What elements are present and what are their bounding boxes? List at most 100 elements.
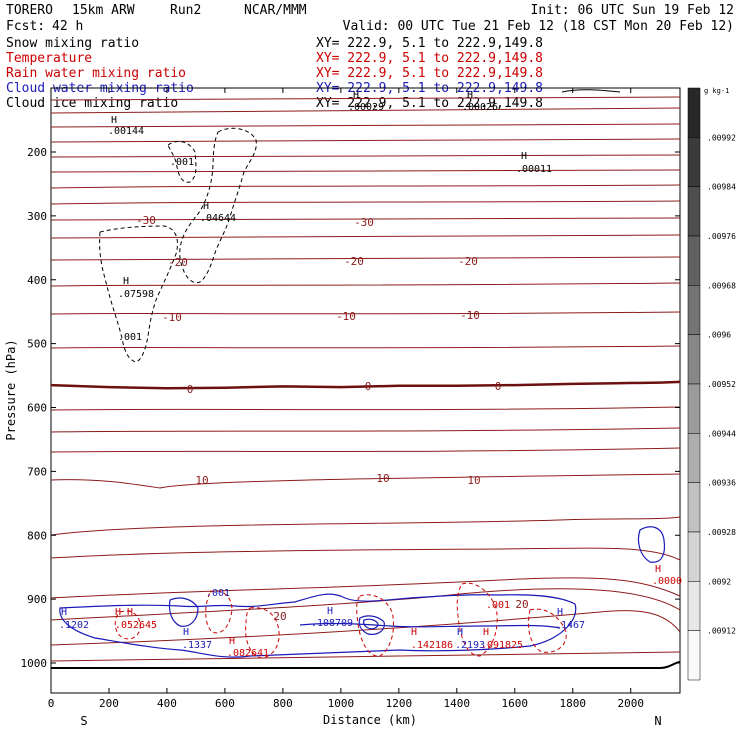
extremum-label: H (111, 115, 117, 126)
x-tick-label: 1000 (328, 697, 355, 710)
extremum-label: .001 (170, 157, 194, 168)
isotherm-line (50, 406, 681, 411)
isotherm-label: -20 (168, 256, 188, 269)
x-tick-label: 400 (157, 697, 177, 710)
legend-xy-rain: XY= 222.9, 5.1 to 222.9,149.8 (316, 66, 543, 81)
colorbar-tick-label: .00936 (707, 479, 736, 488)
cloud-water-label: H (61, 607, 67, 618)
cloud-water-label: H (327, 606, 333, 617)
isotherm-labels: -30 -30 -20 -20 -20 -10 -10 -10 0 0 0 10… (136, 214, 529, 623)
isotherm-label: 10 (195, 474, 208, 487)
snow-contour (99, 225, 178, 363)
isotherm-line (50, 282, 681, 287)
rain-label: H (127, 607, 133, 618)
rain-label: .001 (486, 600, 510, 611)
y-tick-label: 900 (27, 593, 47, 606)
cloud-water-label: H (457, 627, 463, 638)
extremum-label: .00029 (348, 102, 384, 113)
rain-label: .082641 (227, 648, 269, 659)
extremum-label: .00026 (462, 102, 498, 113)
colorbar-tick-label: .00992 (707, 133, 736, 142)
header-org: NCAR/MMM (244, 3, 307, 18)
colorbar-tick-label: .0096 (707, 331, 731, 340)
colorbar-swatch (687, 235, 701, 286)
isotherm-line (50, 169, 681, 173)
isotherm-label: 20 (515, 598, 528, 611)
isotherm-line (50, 577, 681, 599)
isotherm-line (50, 547, 681, 561)
legend-label-rain: Rain water mixing ratio (6, 66, 186, 81)
isotherm-label: 20 (273, 610, 286, 623)
header-fcst-label: Fcst: (6, 19, 45, 34)
x-axis-title: Distance (km) (323, 713, 417, 727)
legend-xy-temperature: XY= 222.9, 5.1 to 222.9,149.8 (316, 51, 543, 66)
isotherm-label: 0 (187, 383, 194, 396)
colorbar-swatch (687, 531, 701, 582)
colorbar-swatch (687, 137, 701, 187)
colorbar-unit: g kg-1 (704, 87, 729, 95)
cloud-water-label: .1202 (59, 620, 89, 631)
extremum-label: H (467, 90, 473, 101)
extremum-label: H (123, 276, 129, 287)
rain-contour (245, 607, 280, 659)
north-label: N (654, 714, 661, 728)
cloud-water-label: H (557, 607, 563, 618)
isotherm-line (50, 184, 681, 189)
colorbar-swatch (687, 285, 701, 335)
colorbar-swatch (687, 186, 701, 237)
cloud-ice-contours (561, 89, 621, 93)
header-fcst-value: 42 h (52, 19, 83, 34)
extrema-labels: H .00144 .001 H .04644 H .07598 .001 H .… (108, 90, 552, 343)
legend-xy-snow: XY= 222.9, 5.1 to 222.9,149.8 (316, 36, 543, 51)
y-axis-title: Pressure (hPa) (4, 339, 18, 440)
colorbar-tick-label: .00928 (707, 528, 736, 537)
colorbar-tick-label: .00976 (707, 232, 736, 241)
x-tick-label: 200 (99, 697, 119, 710)
isotherm-line (50, 516, 681, 536)
x-axis: 0 200 400 600 800 1000 1200 1400 1600 1800 2000 (48, 88, 644, 710)
colorbar-swatch (687, 334, 701, 385)
x-tick-label: 1600 (502, 697, 529, 710)
x-tick-label: 800 (273, 697, 293, 710)
y-tick-label: 300 (27, 210, 47, 223)
y-tick-label: 800 (27, 529, 47, 542)
colorbar-swatch (687, 87, 701, 138)
cloud-water-contour (358, 615, 385, 635)
isotherm-line (50, 234, 681, 239)
isotherm-label: 0 (365, 380, 372, 393)
isotherm-line (50, 610, 681, 646)
x-tick-label: 0 (48, 697, 55, 710)
x-tick-label: 2000 (617, 697, 644, 710)
plot-area: 0 200 400 600 800 1000 1200 1400 1600 1800 2000 20… (4, 87, 682, 728)
rain-label: H (229, 636, 235, 647)
isotherm-line (50, 473, 681, 489)
isotherm-line (50, 138, 681, 143)
extremum-label: H (353, 90, 359, 101)
y-tick-label: 200 (27, 146, 47, 159)
extremum-label: H (203, 201, 209, 212)
rain-contour (114, 610, 141, 640)
y-tick-label: 700 (27, 465, 47, 478)
extremum-label: .07598 (118, 289, 154, 300)
header-valid: Valid: 00 UTC Tue 21 Feb 12 (18 CST Mon … (343, 19, 734, 34)
rain-contour (528, 608, 567, 653)
rain-contour (356, 594, 394, 657)
isotherm-label: -20 (344, 255, 364, 268)
rain-label: H (115, 607, 121, 618)
snow-contour (167, 141, 197, 183)
header-init: Init: 06 UTC Sun 19 Feb 12 (531, 3, 735, 18)
cloud-water-labels: H .1202 H .1337 H .108709 H .2193 H .146… (59, 588, 585, 651)
isotherm-line (50, 651, 681, 662)
rain-contour (456, 582, 498, 657)
cloud-water-label: .2193 (455, 640, 485, 651)
isotherm-label: -20 (458, 255, 478, 268)
colorbar-tick-label: .00952 (707, 380, 736, 389)
rain-label: H (483, 627, 489, 638)
plot-frame (50, 87, 681, 694)
x-tick-label: 600 (215, 697, 235, 710)
cloud-water-label: .1467 (555, 620, 585, 631)
extremum-label: .04644 (200, 213, 236, 224)
isotherm-line (50, 311, 681, 315)
isotherm-line (50, 217, 681, 221)
extremum-label: .00144 (108, 126, 144, 137)
